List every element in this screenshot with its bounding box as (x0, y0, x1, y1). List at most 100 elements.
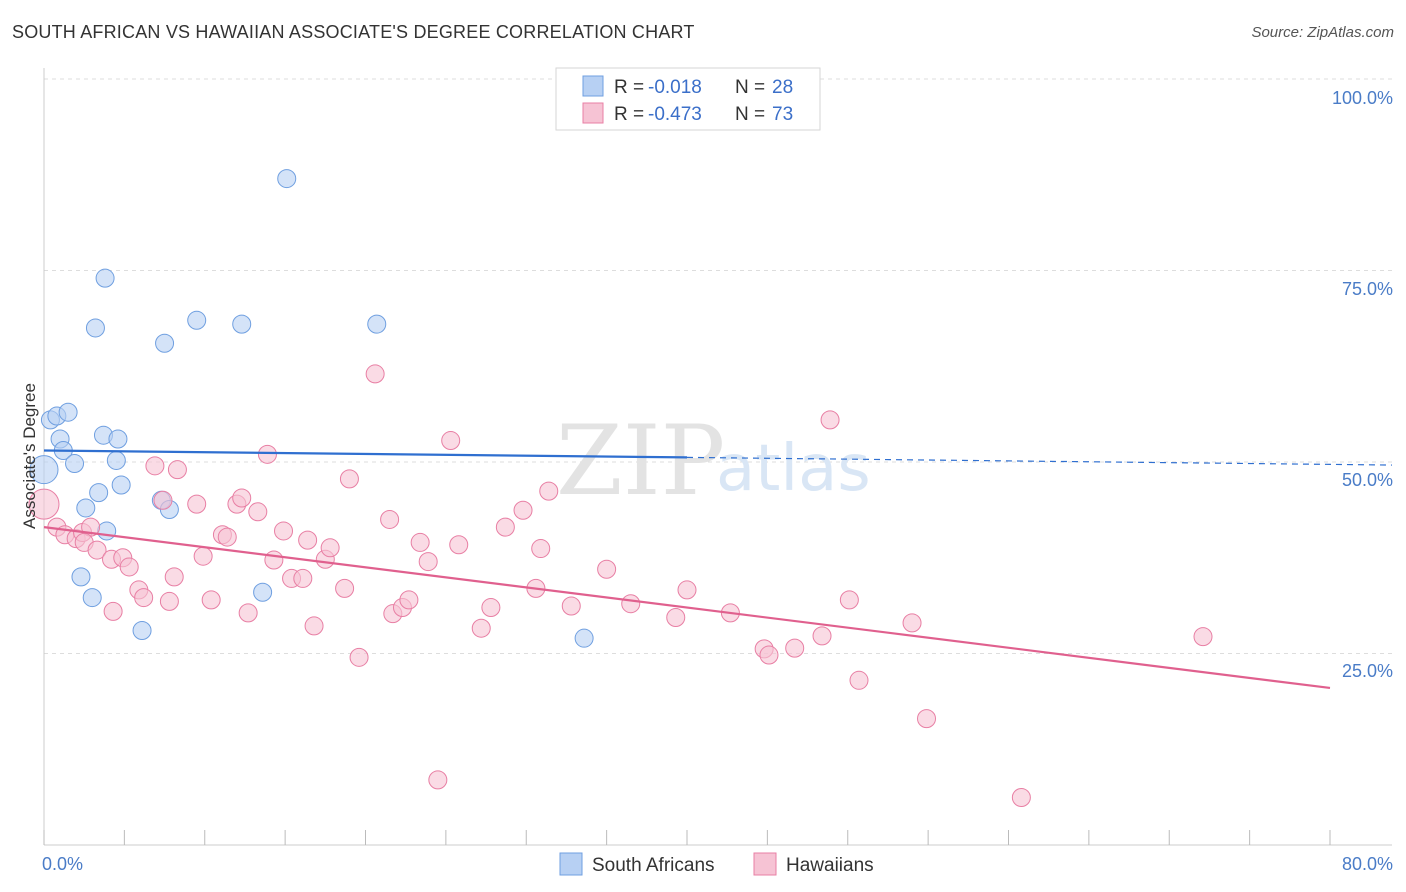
bottom-legend: South Africans Hawaiians (559, 852, 874, 876)
trend-line-south-africans (43, 449, 688, 459)
data-point (812, 626, 832, 646)
x-tick-label-min: 0.0% (42, 854, 83, 874)
y-tick-label: 25.0% (1342, 661, 1393, 681)
data-point (85, 318, 105, 338)
data-point (917, 709, 937, 729)
data-point (471, 618, 491, 638)
data-point (65, 454, 85, 474)
data-point (193, 546, 213, 566)
data-point (76, 498, 96, 518)
data-point (187, 310, 207, 330)
x-axis-ticks (43, 830, 1331, 845)
source-label: Source: ZipAtlas.com (1251, 24, 1394, 41)
data-point (298, 530, 318, 550)
data-point (1011, 788, 1031, 808)
data-point (187, 494, 207, 514)
legend-r-value: -0.473 (648, 104, 702, 125)
data-point (82, 588, 102, 608)
data-point (399, 590, 419, 610)
data-point (1193, 627, 1213, 647)
data-point (539, 481, 559, 501)
data-point (418, 552, 438, 572)
data-point (531, 539, 551, 559)
data-point (785, 638, 805, 658)
bottom-legend-label: South Africans (592, 855, 715, 876)
data-point (89, 483, 109, 503)
data-point (428, 770, 448, 790)
data-point (304, 616, 324, 636)
y-tick-labels: 100.0% 75.0% 50.0% 25.0% (1332, 88, 1393, 681)
data-point (145, 456, 165, 476)
data-point (513, 500, 533, 520)
trend-line-hawaiians (43, 526, 1331, 690)
legend-n-value: 28 (772, 77, 793, 98)
data-point (217, 527, 237, 547)
data-point (349, 647, 369, 667)
data-point (106, 450, 126, 470)
data-point (481, 598, 501, 618)
watermark-zip: ZIP (556, 405, 725, 517)
legend-r-value: -0.018 (648, 77, 702, 98)
data-point (274, 521, 294, 541)
data-point (441, 431, 461, 451)
data-point (155, 333, 175, 353)
data-point (902, 613, 922, 633)
data-point (335, 578, 355, 598)
y-tick-label: 75.0% (1342, 279, 1393, 299)
data-point (380, 509, 400, 529)
data-point (277, 169, 297, 189)
y-tick-label: 100.0% (1332, 88, 1393, 108)
data-point (597, 559, 617, 579)
gridlines (44, 78, 1392, 654)
data-point (561, 596, 581, 616)
data-point (134, 588, 154, 608)
bottom-legend-swatch-hawaiians (753, 852, 777, 876)
data-point (111, 475, 131, 495)
legend-r-label: R = (614, 104, 644, 125)
data-point (666, 607, 686, 627)
data-point (71, 567, 91, 587)
data-point (164, 567, 184, 587)
data-point (410, 532, 430, 552)
legend-r-label: R = (614, 77, 644, 98)
bottom-legend-swatch-south-africans (559, 852, 583, 876)
data-point (132, 621, 152, 641)
data-point (119, 557, 139, 577)
data-point (232, 314, 252, 334)
data-point (28, 488, 60, 520)
data-point (167, 460, 187, 480)
trend-line-south-africans-extension (686, 456, 1393, 466)
data-point (849, 670, 869, 690)
data-point (201, 590, 221, 610)
data-point (495, 517, 515, 537)
data-point (29, 455, 59, 485)
y-tick-label: 50.0% (1342, 470, 1393, 490)
data-point (339, 469, 359, 489)
bottom-legend-label: Hawaiians (786, 855, 874, 876)
data-point (108, 429, 128, 449)
data-point (449, 535, 469, 555)
data-point (365, 364, 385, 384)
watermark-atlas: atlas (716, 432, 871, 506)
data-point (677, 580, 697, 600)
legend-swatch-hawaiians (582, 102, 604, 124)
data-point (257, 444, 277, 464)
data-point (159, 591, 179, 611)
data-point (253, 582, 273, 602)
data-point (248, 502, 268, 522)
data-point (95, 268, 115, 288)
legend-n-label: N = (735, 104, 765, 125)
legend-n-value: 73 (772, 104, 793, 125)
data-point (232, 488, 252, 508)
data-point (839, 590, 859, 610)
data-point (58, 402, 78, 422)
legend-swatch-south-africans (582, 75, 604, 97)
data-point (97, 521, 117, 541)
data-point (264, 550, 284, 570)
data-point (320, 538, 340, 558)
data-point (367, 314, 387, 334)
data-point (759, 645, 779, 665)
legend: R = -0.018 N = 28 R = -0.473 N = 73 (555, 67, 821, 131)
chart-title: SOUTH AFRICAN VS HAWAIIAN ASSOCIATE'S DE… (12, 22, 695, 42)
